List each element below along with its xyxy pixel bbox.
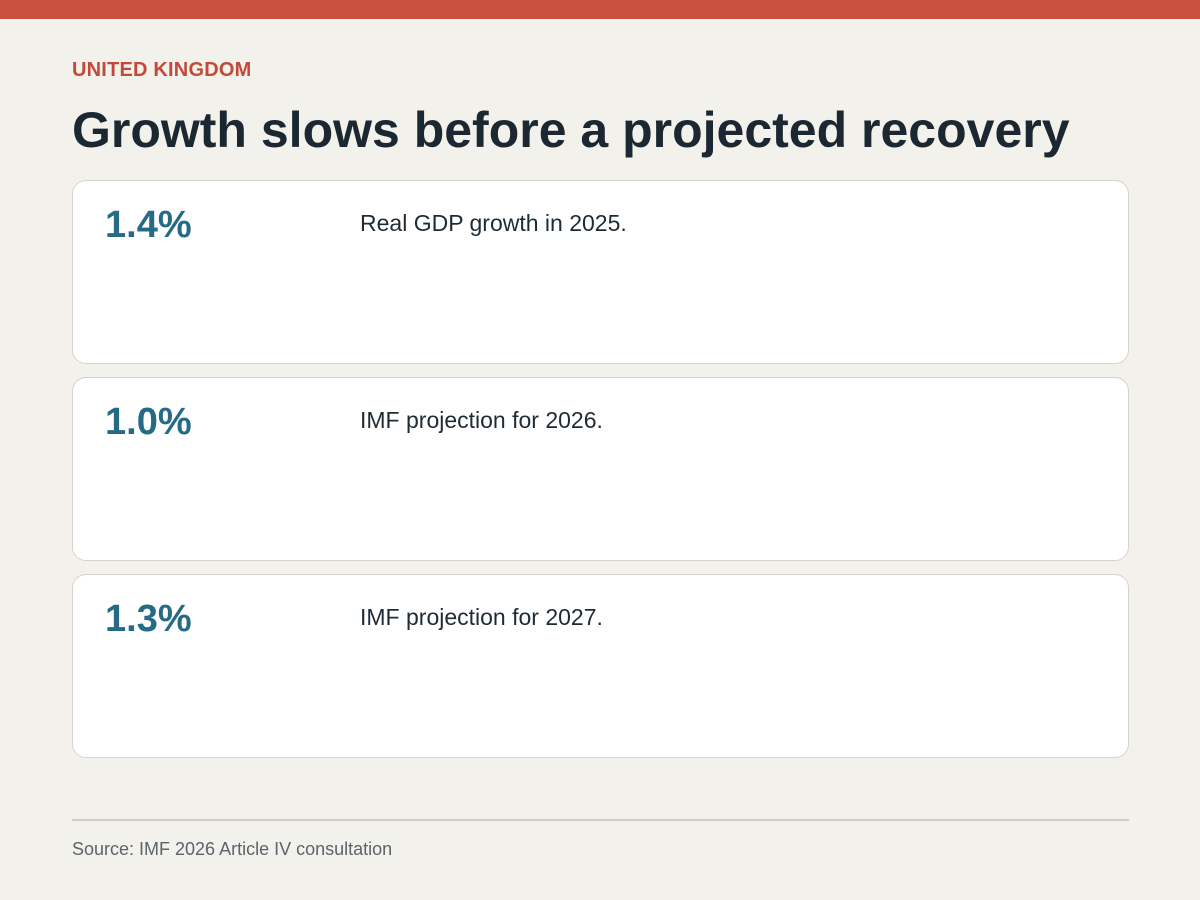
stat-value: 1.4% [105, 204, 192, 246]
stat-description: Real GDP growth in 2025. [360, 210, 627, 236]
source-note: Source: IMF 2026 Article IV consultation [72, 839, 393, 859]
stat-card-list: 1.4% Real GDP growth in 2025. 1.0% IMF p… [72, 180, 1129, 771]
footer-divider [72, 819, 1129, 821]
stat-description: IMF projection for 2027. [360, 604, 603, 630]
stat-value: 1.3% [105, 598, 192, 640]
stat-description: IMF projection for 2026. [360, 407, 603, 433]
kicker-label: UNITED KINGDOM [72, 59, 252, 81]
stat-card-2027: 1.3% IMF projection for 2027. [72, 574, 1129, 758]
page-title: Growth slows before a projected recovery [72, 102, 1070, 158]
top-accent-bar [0, 0, 1200, 19]
stat-card-2025: 1.4% Real GDP growth in 2025. [72, 180, 1129, 364]
stat-value: 1.0% [105, 401, 192, 443]
stat-card-2026: 1.0% IMF projection for 2026. [72, 377, 1129, 561]
